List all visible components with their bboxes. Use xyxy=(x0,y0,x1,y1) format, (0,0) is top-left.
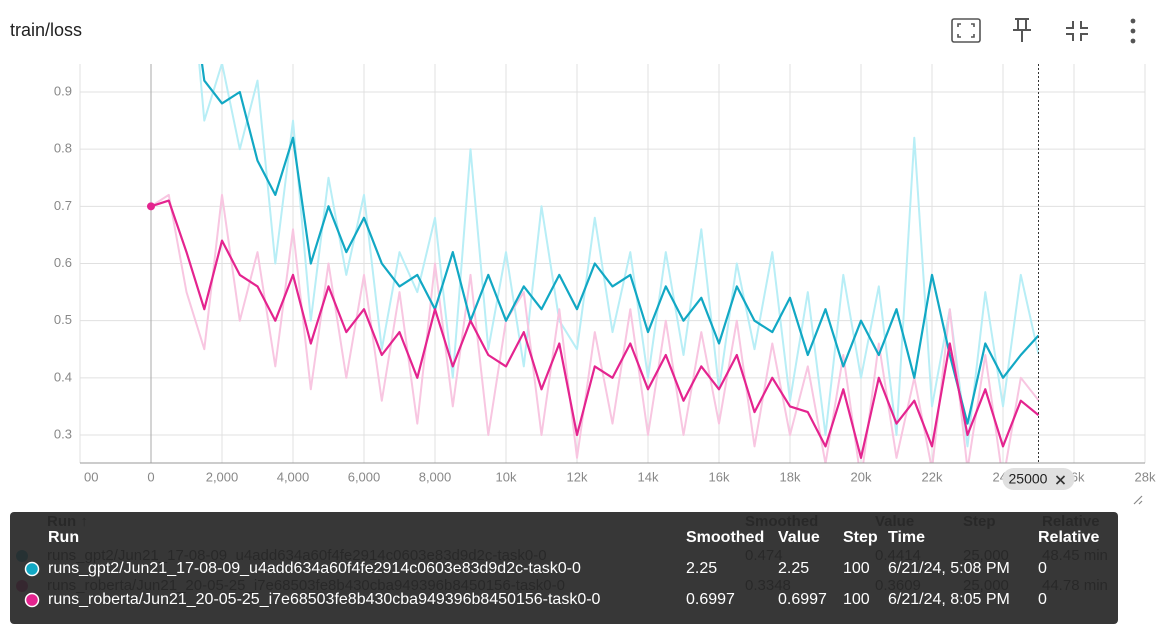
tooltip-header: Step xyxy=(843,529,878,546)
raw-line xyxy=(198,64,1040,448)
collapse-button[interactable] xyxy=(1066,21,1088,41)
x-tick-label: 12k xyxy=(567,469,588,484)
tooltip-cell: 100 xyxy=(843,560,870,577)
tooltip-cell: 0 xyxy=(1038,560,1047,577)
x-tick-label: 20k xyxy=(851,469,872,484)
tooltip-cell: 2.25 xyxy=(686,560,717,577)
y-tick-label: 0.7 xyxy=(54,198,72,213)
y-tick-label: 0.8 xyxy=(54,141,72,156)
pin-button[interactable] xyxy=(1013,18,1031,42)
smoothed-line xyxy=(150,199,1040,459)
y-tick-label: 0.9 xyxy=(54,83,72,98)
tooltip-swatch xyxy=(24,561,40,577)
chart-title: train/loss xyxy=(10,20,82,40)
tooltip-cell: 0.6997 xyxy=(778,591,827,608)
tooltip-run: runs_roberta/Jun21_20-05-25_i7e68503fe8b… xyxy=(48,591,601,608)
tooltip-cell: 100 xyxy=(843,591,870,608)
tooltip-header: Relative xyxy=(1038,529,1099,546)
resize-handle[interactable] xyxy=(1133,495,1143,505)
tooltip-header: Run xyxy=(48,529,79,546)
hover-chip xyxy=(1002,468,1075,490)
hover-chip-label: 25000 xyxy=(1009,471,1048,487)
x-tick-label: 10k xyxy=(496,469,517,484)
raw-line xyxy=(150,193,1040,463)
x-tick-label: 18k xyxy=(780,469,801,484)
tooltip-run: runs_gpt2/Jun21_17-08-09_u4add634a60f4fe… xyxy=(48,560,581,577)
tooltip-header: Value xyxy=(778,529,820,546)
tooltip-cell: 0 xyxy=(1038,591,1047,608)
x-tick-label: 0 xyxy=(147,469,154,484)
tooltip-header: Smoothed xyxy=(686,529,764,546)
y-tick-label: 0.5 xyxy=(54,312,72,327)
fullscreen-button[interactable] xyxy=(951,18,981,43)
x-tick-label: 22k xyxy=(922,469,943,484)
x-tick-label: 4,000 xyxy=(277,469,310,484)
x-tick-label: 8,000 xyxy=(419,469,452,484)
x-tick-label: 6,000 xyxy=(348,469,381,484)
x-tick-label: 14k xyxy=(638,469,659,484)
x-tick-label: -2,000 xyxy=(62,469,99,484)
y-tick-label: 0.3 xyxy=(54,426,72,441)
start-point xyxy=(147,202,155,211)
y-tick-label: 0.4 xyxy=(54,369,72,384)
tooltip-header: Time xyxy=(888,529,925,546)
tooltip-swatch xyxy=(24,592,40,608)
smoothed-line xyxy=(200,64,1040,425)
x-tick-label: 2,000 xyxy=(206,469,239,484)
more-menu-button[interactable] xyxy=(1130,18,1136,44)
tooltip-cell: 2.25 xyxy=(778,560,809,577)
tooltip-cell: 6/21/24, 5:08 PM xyxy=(888,560,1010,577)
x-tick-label: 16k xyxy=(709,469,730,484)
y-tick-label: 0.6 xyxy=(54,255,72,270)
tooltip-box xyxy=(10,512,1118,624)
tooltip-cell: 0.6997 xyxy=(686,591,735,608)
hover-chip-close[interactable] xyxy=(1055,475,1066,485)
x-tick-label: 28k xyxy=(1135,469,1156,484)
tooltip-cell: 6/21/24, 8:05 PM xyxy=(888,591,1010,608)
